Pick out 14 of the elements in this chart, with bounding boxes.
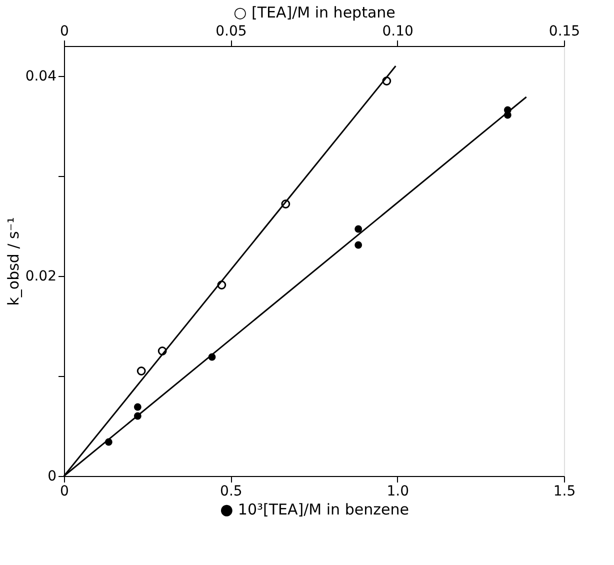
x2-tick-label: 0.05 — [216, 24, 247, 40]
x2-axis-title: ○ [TEA]/M in heptane — [234, 4, 396, 22]
y-tick-label: 0.02 — [25, 268, 56, 284]
x-tick-label: 1.5 — [553, 484, 576, 500]
x-tick-label: 1.0 — [386, 484, 409, 500]
y-tick-label: 0 — [48, 468, 56, 484]
x-tick-label: 0 — [60, 484, 69, 500]
x-axis-title: ● 10³[TEA]/M in benzene — [220, 500, 409, 518]
x2-tick-label: 0 — [60, 24, 69, 40]
y-axis-title: k_obsd / s⁻¹ — [4, 217, 22, 306]
x2-tick-label: 0.10 — [382, 24, 414, 40]
x-tick-label: 0.5 — [220, 484, 242, 500]
y-tick-label: 0.04 — [25, 68, 57, 84]
x2-tick-label: 0.15 — [548, 24, 580, 40]
